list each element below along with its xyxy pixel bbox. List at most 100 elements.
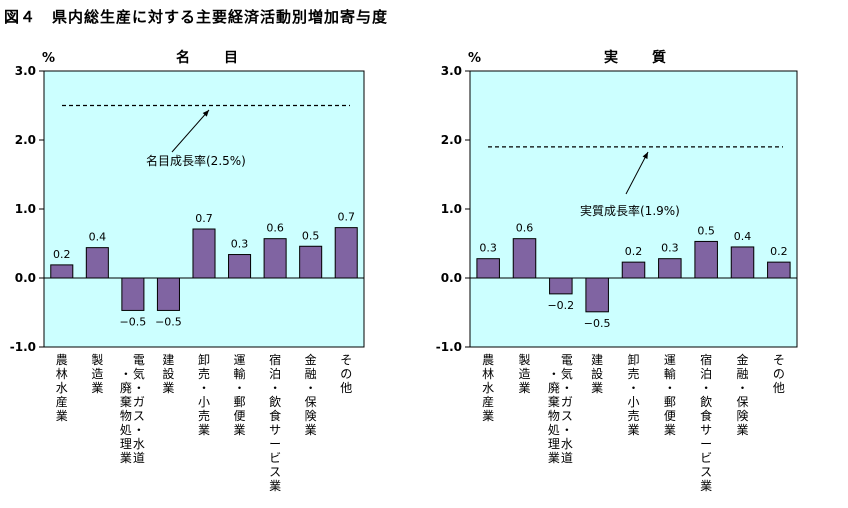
category-label-char: 林 bbox=[56, 367, 68, 381]
category-label-char: 業 bbox=[627, 423, 639, 437]
category-label-char: 運 bbox=[234, 353, 246, 367]
category-label-char: 飲 bbox=[269, 394, 281, 409]
category-label-char: 小 bbox=[627, 395, 639, 409]
chart-panel-1: 3.02.01.00.0-1.0% 名 目0.2農林水産業0.4製造業−0.5電気… bbox=[10, 49, 365, 493]
panel-title: 名 目 bbox=[176, 49, 248, 66]
category-label-char: 売 bbox=[627, 408, 639, 423]
category-label-char: サ bbox=[269, 423, 281, 437]
category-label-char: 郵 bbox=[664, 395, 676, 409]
y-unit-label: % bbox=[468, 51, 481, 66]
category-label-char: 廃 bbox=[548, 380, 560, 395]
category-label-char: ・ bbox=[561, 423, 573, 437]
category-label-char: 水 bbox=[482, 381, 494, 395]
category-label-char: 業 bbox=[234, 423, 246, 437]
category-label-char: 泊 bbox=[269, 367, 281, 381]
category-label-char: 便 bbox=[234, 409, 246, 423]
category-label-char: ・ bbox=[198, 381, 210, 395]
category-label-char: 業 bbox=[305, 423, 317, 437]
category-label-char: 険 bbox=[736, 409, 748, 423]
plot-area bbox=[469, 70, 798, 348]
category-label-char: 融 bbox=[736, 367, 748, 381]
panel-title: 実 質 bbox=[604, 49, 676, 66]
category-label-char: 建 bbox=[162, 353, 174, 367]
y-tick-label: 2.0 bbox=[15, 133, 36, 147]
category-label-char: 理 bbox=[548, 437, 560, 451]
category-label-char: ガ bbox=[133, 395, 145, 409]
category-label-char: 製 bbox=[518, 353, 530, 367]
bar bbox=[549, 277, 573, 295]
category-label-char: ー bbox=[269, 437, 281, 451]
category-label-char: ・ bbox=[627, 381, 639, 395]
category-label-char: ・ bbox=[305, 381, 317, 395]
category-label-char: 農 bbox=[482, 353, 494, 367]
category-label-char: 卸 bbox=[627, 352, 639, 367]
category-label-char: ・ bbox=[736, 381, 748, 395]
category-label-char: 郵 bbox=[234, 395, 246, 409]
category-label-char: 棄 bbox=[548, 394, 560, 409]
category-label-char: 電 bbox=[561, 353, 573, 367]
y-tick-label: 0.0 bbox=[15, 271, 36, 285]
category-label-char: 金 bbox=[305, 352, 317, 367]
category-label-char: ・ bbox=[269, 381, 281, 395]
category-label-char: ・ bbox=[548, 367, 560, 381]
data-label: −0.2 bbox=[547, 299, 574, 312]
category-label-char: 設 bbox=[591, 366, 603, 381]
bar bbox=[228, 254, 252, 279]
data-label: 0.4 bbox=[89, 231, 107, 244]
category-label-char: ス bbox=[561, 409, 573, 423]
category-label-char: 業 bbox=[736, 423, 748, 437]
category-label-char: サ bbox=[700, 423, 712, 437]
data-label: 0.2 bbox=[770, 245, 788, 258]
category-label-char: の bbox=[340, 367, 352, 381]
category-label-char: 産 bbox=[56, 394, 68, 409]
category-label-char: ガ bbox=[561, 395, 573, 409]
bar bbox=[621, 261, 646, 279]
category-label-char: 険 bbox=[305, 409, 317, 423]
category-label-char: ー bbox=[700, 437, 712, 451]
category-label-char: 他 bbox=[340, 381, 352, 395]
data-label: 0.7 bbox=[195, 212, 213, 225]
category-label-char: 造 bbox=[91, 367, 103, 381]
category-label-char: 水 bbox=[561, 437, 573, 451]
category-label-char: 他 bbox=[773, 381, 785, 395]
data-label: 0.6 bbox=[516, 222, 534, 235]
category-label-char: 食 bbox=[700, 408, 712, 423]
figure-title: 図４ 県内総生産に対する主要経済活動別増加寄与度 bbox=[4, 8, 389, 26]
category-label-char: 業 bbox=[91, 381, 103, 395]
bar bbox=[50, 264, 74, 279]
category-label-char: 業 bbox=[700, 479, 712, 493]
category-label-char: 業 bbox=[664, 423, 676, 437]
category-label-char: 水 bbox=[133, 437, 145, 451]
bar bbox=[476, 258, 500, 279]
category-label-char: 理 bbox=[120, 437, 132, 451]
data-label: 0.6 bbox=[266, 222, 284, 235]
data-label: −0.5 bbox=[120, 315, 147, 328]
category-label-char: ・ bbox=[120, 367, 132, 381]
category-label-char: 売 bbox=[198, 408, 210, 423]
data-label: −0.5 bbox=[155, 315, 182, 328]
category-label-char: 処 bbox=[120, 423, 132, 437]
reference-arrow-head bbox=[202, 110, 209, 117]
data-label: 0.4 bbox=[734, 230, 752, 243]
category-label-char: 設 bbox=[162, 366, 174, 381]
category-label-char: 業 bbox=[120, 451, 132, 465]
bar bbox=[334, 227, 358, 279]
category-label-char: 運 bbox=[664, 353, 676, 367]
category-label-char: そ bbox=[773, 353, 785, 367]
category-label-char: 電 bbox=[133, 353, 145, 367]
bar bbox=[694, 240, 718, 279]
data-label: 0.3 bbox=[661, 242, 679, 255]
category-label-char: 業 bbox=[162, 381, 174, 395]
category-label-char: 売 bbox=[198, 366, 210, 381]
category-label-char: ・ bbox=[133, 423, 145, 437]
bar bbox=[767, 261, 791, 279]
category-label-char: 水 bbox=[56, 381, 68, 395]
bar bbox=[585, 277, 609, 313]
plot-area bbox=[43, 70, 365, 348]
category-label-char: 宿 bbox=[700, 352, 712, 367]
data-label: 0.7 bbox=[337, 211, 355, 224]
category-label-char: ・ bbox=[234, 381, 246, 395]
category-label-char: 産 bbox=[482, 394, 494, 409]
y-tick-label: 1.0 bbox=[441, 202, 462, 216]
